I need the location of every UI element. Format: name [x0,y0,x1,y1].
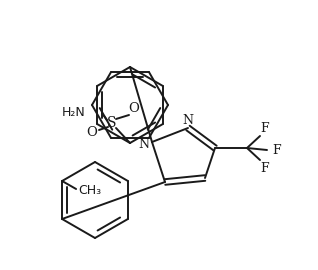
Text: S: S [107,116,117,130]
Text: O: O [86,127,97,140]
Text: O: O [128,103,139,116]
Text: CH₃: CH₃ [79,184,102,197]
Text: F: F [273,143,281,157]
Text: N: N [139,139,149,151]
Text: H₂N: H₂N [62,106,86,119]
Text: F: F [261,122,269,134]
Text: N: N [183,113,193,127]
Text: F: F [261,161,269,174]
